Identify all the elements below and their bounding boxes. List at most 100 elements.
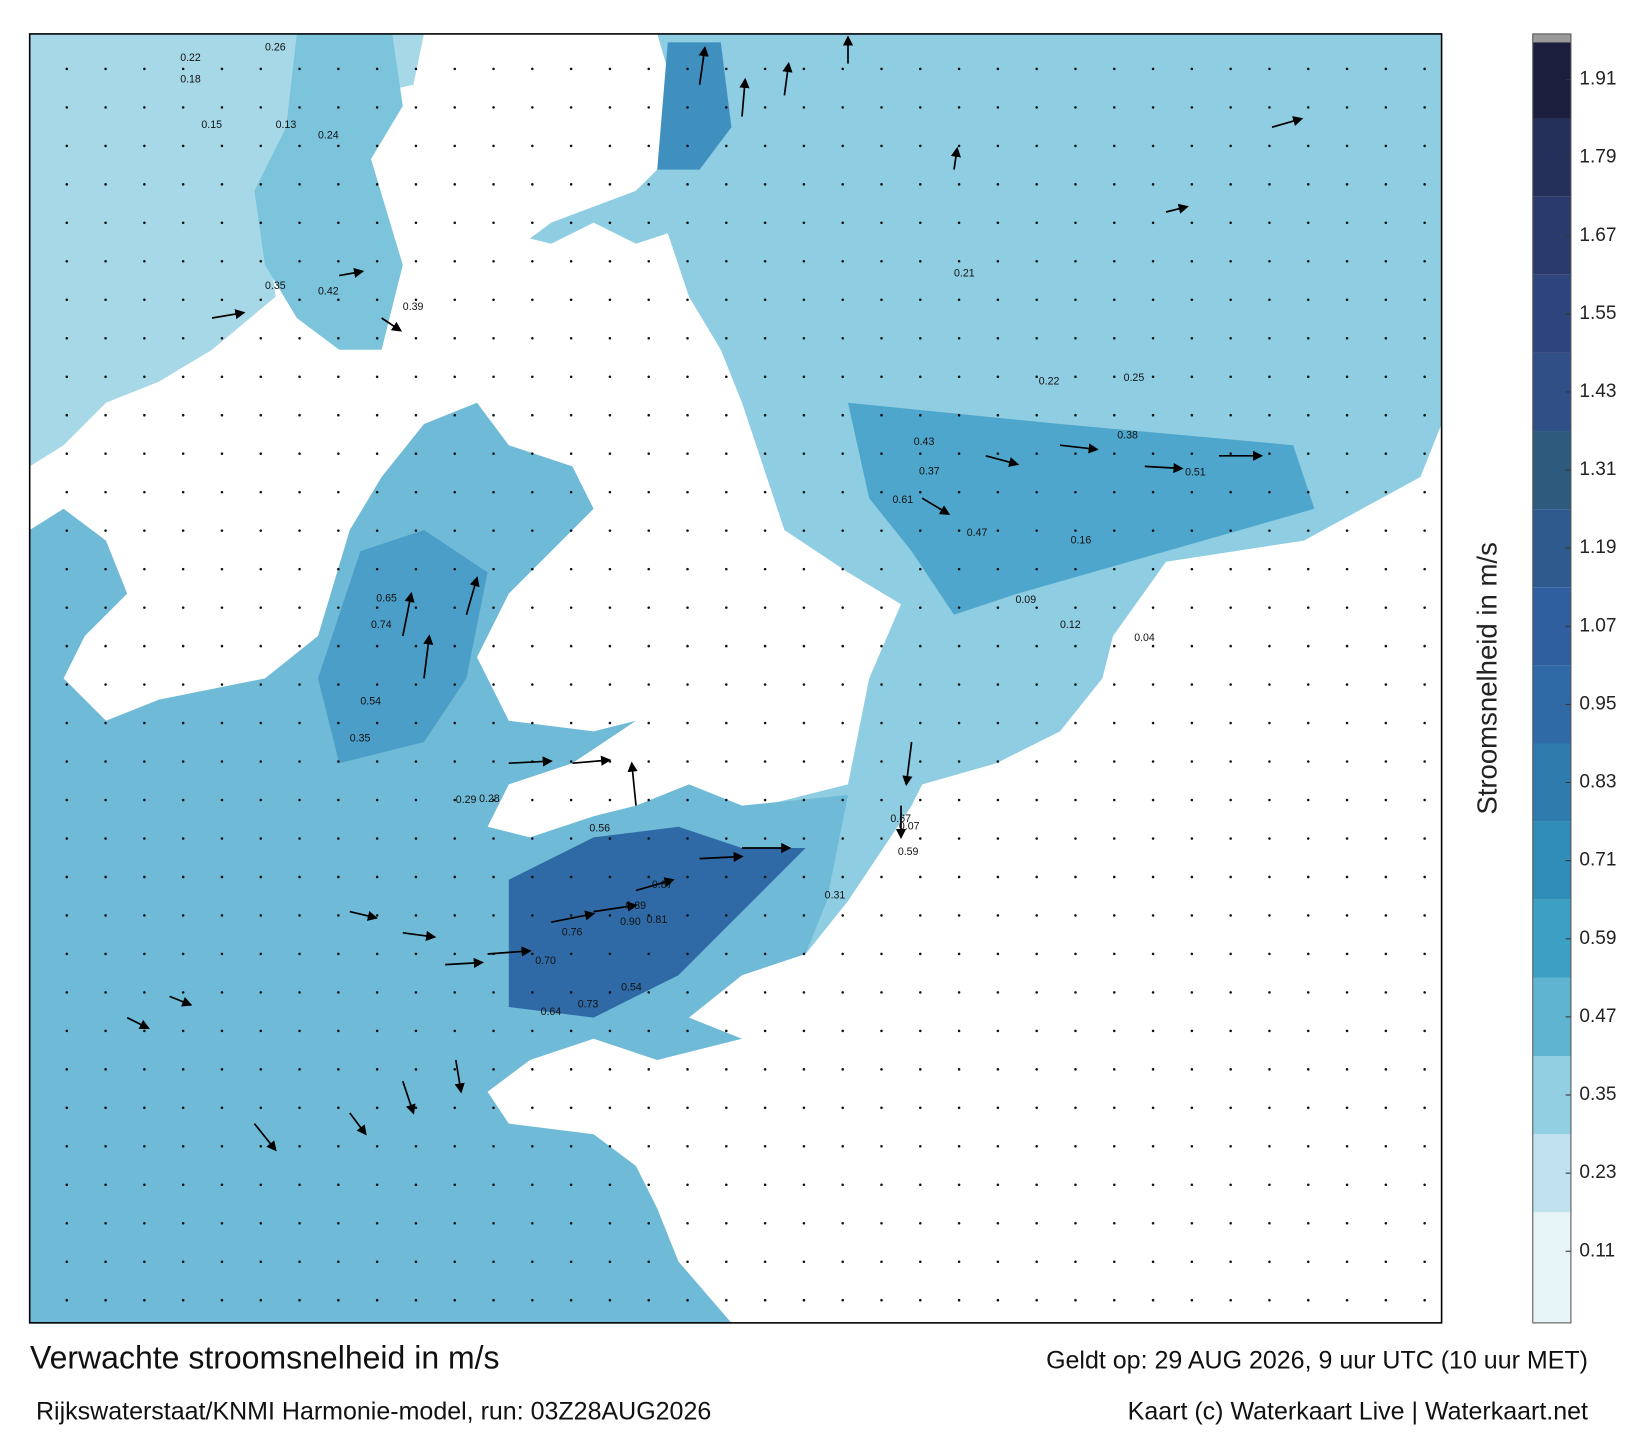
grid-dot bbox=[65, 106, 69, 109]
grid-dot bbox=[181, 837, 185, 840]
grid-dot bbox=[647, 1145, 650, 1148]
speed-label: 0.42 bbox=[318, 285, 339, 297]
colorbar-band bbox=[1532, 274, 1571, 353]
grid-dot bbox=[375, 760, 379, 763]
grid-dot bbox=[996, 1068, 1000, 1071]
grid-dot bbox=[1229, 914, 1232, 917]
grid-dot bbox=[1074, 1068, 1077, 1071]
grid-dot bbox=[65, 336, 69, 340]
speed-label: 0.74 bbox=[371, 619, 392, 631]
grid-dot bbox=[725, 991, 728, 994]
grid-dot bbox=[1035, 260, 1038, 263]
grid-dot bbox=[957, 529, 961, 532]
grid-dot bbox=[608, 606, 612, 609]
grid-dot bbox=[647, 952, 650, 956]
speed-label: 0.43 bbox=[914, 436, 935, 448]
colorbar-tick-label: 1.31 bbox=[1579, 459, 1616, 480]
grid-dot bbox=[647, 183, 650, 186]
grid-dot bbox=[298, 1183, 301, 1187]
flow-arrow bbox=[126, 1016, 150, 1029]
grid-dot bbox=[608, 144, 612, 148]
grid-dot bbox=[181, 875, 185, 879]
grid-dot bbox=[608, 683, 612, 686]
grid-dot bbox=[65, 606, 69, 609]
grid-dot bbox=[414, 106, 418, 109]
colorbar-tick-label: 0.71 bbox=[1579, 850, 1616, 871]
grid-dot bbox=[608, 336, 612, 340]
grid-dot bbox=[492, 991, 495, 994]
grid-dot bbox=[1229, 183, 1232, 186]
grid-dot bbox=[492, 1298, 495, 1302]
grid-dot bbox=[957, 952, 961, 956]
grid-dot bbox=[298, 260, 301, 263]
grid-dot bbox=[1345, 683, 1349, 686]
grid-dot bbox=[65, 529, 69, 532]
grid-dot bbox=[531, 106, 534, 109]
grid-dot bbox=[1384, 644, 1388, 648]
grid-dot bbox=[1190, 606, 1194, 609]
grid-dot bbox=[414, 375, 418, 378]
flow-arrow bbox=[211, 309, 246, 320]
speed-label: 0.15 bbox=[201, 119, 222, 131]
grid-dot bbox=[531, 183, 534, 186]
grid-dot bbox=[337, 991, 340, 994]
grid-dot bbox=[259, 1145, 263, 1148]
grid-dot bbox=[647, 1183, 650, 1187]
speed-label: 0.07 bbox=[899, 821, 920, 833]
grid-dot bbox=[298, 644, 301, 648]
grid-dot bbox=[337, 144, 340, 148]
grid-dot bbox=[919, 567, 922, 571]
grid-dot bbox=[1151, 1221, 1155, 1225]
grid-dot bbox=[337, 1183, 340, 1187]
grid-dot bbox=[1268, 260, 1271, 263]
grid-dot bbox=[686, 1183, 689, 1187]
grid-dot bbox=[375, 260, 379, 263]
flow-arrow bbox=[1165, 203, 1189, 214]
grid-dot bbox=[1345, 1183, 1349, 1187]
channel-east bbox=[847, 402, 1315, 615]
grid-dot bbox=[841, 260, 844, 263]
grid-dot bbox=[1190, 1183, 1194, 1187]
grid-dot bbox=[453, 221, 457, 225]
grid-dot bbox=[802, 529, 806, 532]
grid-dot bbox=[1423, 721, 1426, 725]
grid-dot bbox=[569, 413, 573, 417]
grid-dot bbox=[1190, 875, 1194, 879]
speed-label: 0.70 bbox=[535, 955, 556, 967]
grid-dot bbox=[919, 67, 922, 71]
grid-dot bbox=[220, 1221, 224, 1225]
grid-dot bbox=[841, 837, 844, 840]
grid-dot bbox=[957, 991, 961, 994]
grid-dot bbox=[841, 875, 844, 879]
grid-dot bbox=[531, 452, 534, 455]
grid-dot bbox=[996, 221, 1000, 225]
grid-dot bbox=[492, 1221, 495, 1225]
grid-dot bbox=[1074, 606, 1077, 609]
grid-dot bbox=[143, 375, 146, 378]
grid-dot bbox=[414, 875, 418, 879]
grid-dot bbox=[763, 67, 767, 71]
grid-dot bbox=[181, 529, 185, 532]
grid-dot bbox=[919, 1183, 922, 1187]
grid-dot bbox=[1190, 260, 1194, 263]
grid-dot bbox=[531, 798, 534, 802]
grid-dot bbox=[65, 721, 69, 725]
grid-dot bbox=[1035, 1068, 1038, 1071]
grid-dot bbox=[453, 567, 457, 571]
grid-dot bbox=[1190, 413, 1194, 417]
grid-dot bbox=[1151, 221, 1155, 225]
grid-dot bbox=[686, 991, 689, 994]
grid-dot bbox=[569, 798, 573, 802]
grid-dot bbox=[1229, 760, 1232, 763]
grid-dot bbox=[453, 452, 457, 455]
grid-dot bbox=[880, 1298, 883, 1302]
grid-dot bbox=[531, 413, 534, 417]
grid-dot bbox=[181, 1029, 185, 1033]
grid-dot bbox=[647, 1260, 650, 1263]
grid-dot bbox=[259, 375, 263, 378]
grid-dot bbox=[763, 991, 767, 994]
grid-dot bbox=[1035, 1029, 1038, 1033]
grid-dot bbox=[1074, 529, 1077, 532]
map-area: 0.22 0.18 0.26 0.15 0.13 0.24 0.35 0.42 0.39 0.74… bbox=[29, 33, 1442, 1323]
grid-dot bbox=[1384, 452, 1388, 455]
